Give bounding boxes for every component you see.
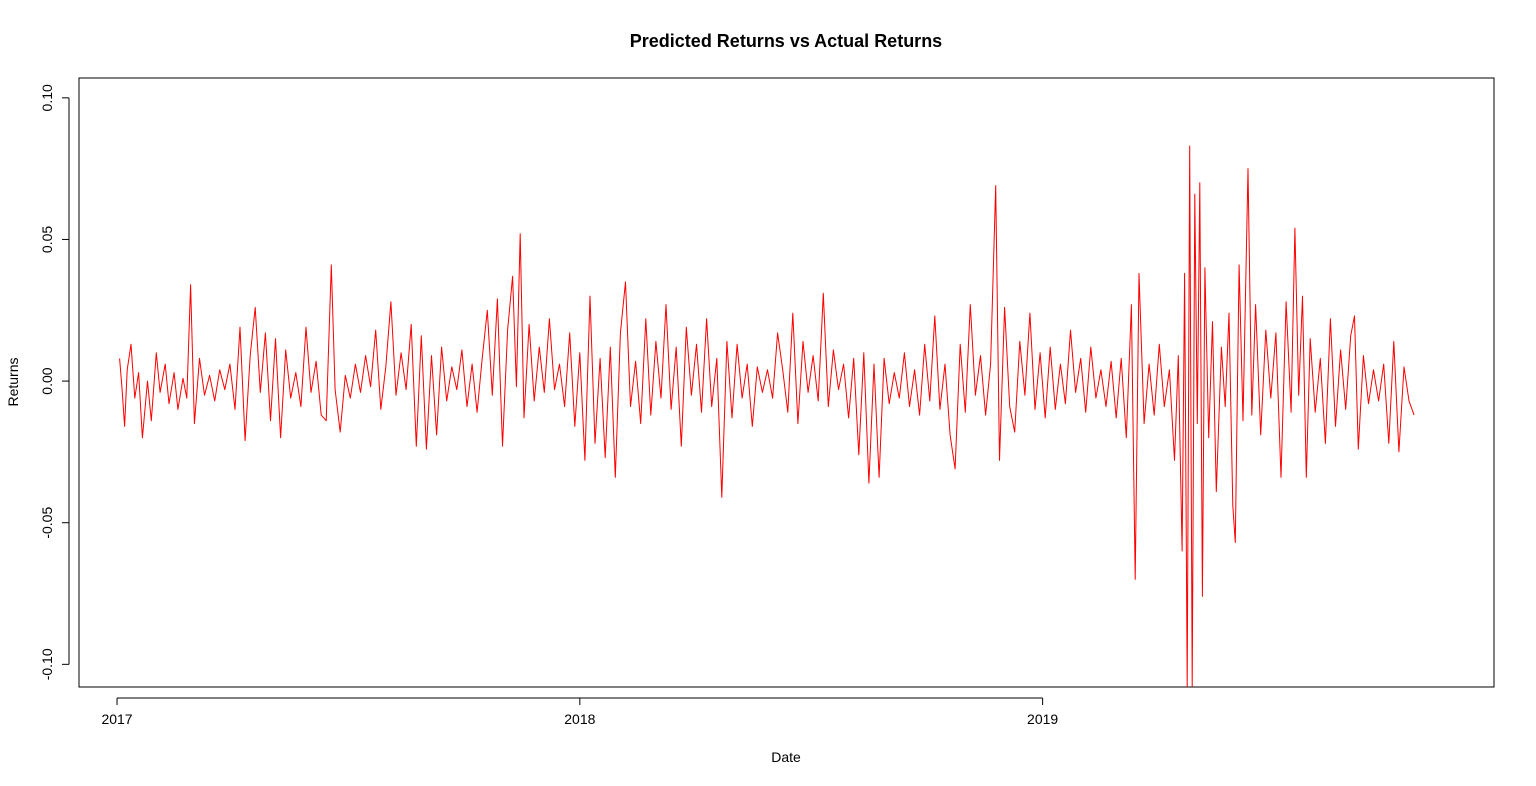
plot-frame — [78, 77, 1495, 688]
x-tick-label: 2017 — [101, 711, 132, 727]
plot-area — [119, 145, 1415, 687]
y-tick-label: 0.00 — [39, 367, 55, 394]
x-tick-label: 2019 — [1027, 711, 1058, 727]
x-tick-label: 2018 — [564, 711, 595, 727]
y-tick-label: 0.05 — [39, 226, 55, 253]
y-tick-label: -0.05 — [39, 507, 55, 539]
x-axis-ticks: 2017 2018 2019 — [101, 698, 1058, 727]
y-axis-label: Returns — [5, 357, 21, 406]
x-axis-label: Date — [771, 749, 801, 765]
y-tick-label: 0.10 — [39, 84, 55, 111]
y-tick-label: -0.10 — [39, 648, 55, 680]
returns-series-line — [119, 145, 1415, 687]
y-axis-ticks: -0.10 -0.05 0.00 0.05 0.10 — [39, 84, 69, 680]
chart-title: Predicted Returns vs Actual Returns — [630, 31, 942, 51]
